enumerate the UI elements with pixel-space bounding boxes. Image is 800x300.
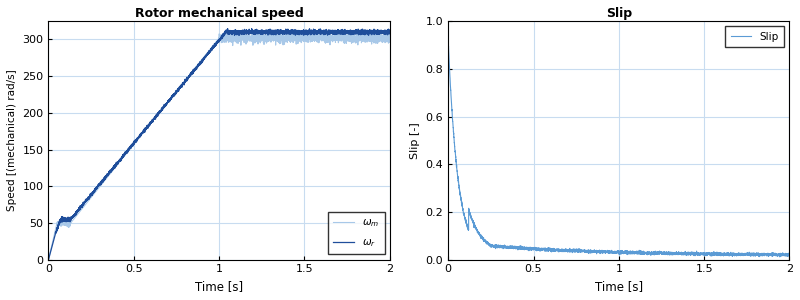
Line: Slip: Slip — [448, 20, 790, 257]
X-axis label: Time [s]: Time [s] — [594, 280, 643, 293]
$\omega_r$ — [249, 29, 258, 33]
Y-axis label: Slip [-]: Slip [-] — [410, 122, 420, 159]
$\omega_m$ — [298, 34, 308, 38]
Slip — [775, 255, 785, 259]
$\omega_m$ — [248, 36, 258, 40]
Slip — [666, 251, 675, 254]
$\omega_r$ — [324, 29, 334, 33]
Slip — [785, 255, 794, 259]
Slip — [443, 18, 453, 22]
$\omega_m$ — [174, 86, 184, 90]
Title: Slip: Slip — [606, 7, 632, 20]
Line: $\omega_r$: $\omega_r$ — [49, 28, 390, 260]
Slip — [506, 246, 515, 249]
Slip — [648, 251, 658, 255]
$\omega_m$ — [385, 39, 394, 43]
Line: $\omega_m$: $\omega_m$ — [49, 30, 390, 260]
X-axis label: Time [s]: Time [s] — [195, 280, 243, 293]
$\omega_r$ — [44, 258, 54, 261]
Legend: $\omega_m$, $\omega_r$: $\omega_m$, $\omega_r$ — [328, 212, 385, 254]
Y-axis label: Speed [(mechanical) rad/s]: Speed [(mechanical) rad/s] — [7, 70, 17, 211]
$\omega_r$ — [298, 30, 308, 34]
$\omega_m$ — [44, 258, 54, 261]
$\omega_m$ — [266, 39, 275, 42]
$\omega_r$ — [106, 169, 115, 173]
$\omega_r$ — [174, 87, 184, 91]
Slip — [574, 250, 583, 253]
Title: Rotor mechanical speed: Rotor mechanical speed — [134, 7, 303, 20]
Slip — [698, 253, 708, 256]
Slip — [724, 251, 734, 255]
Legend: Slip: Slip — [726, 26, 784, 47]
$\omega_m$ — [106, 172, 115, 175]
$\omega_r$ — [266, 30, 275, 34]
$\omega_m$ — [324, 37, 334, 41]
$\omega_r$ — [385, 31, 394, 34]
$\omega_m$ — [362, 28, 372, 32]
$\omega_r$ — [222, 27, 232, 30]
